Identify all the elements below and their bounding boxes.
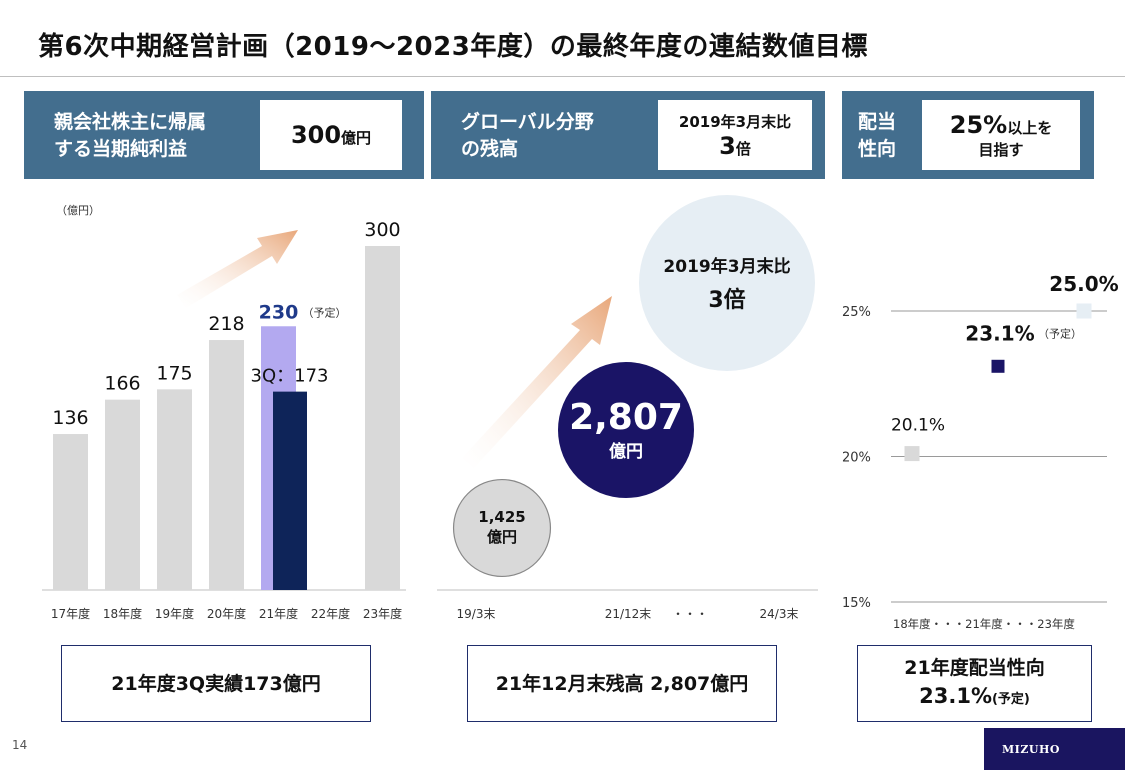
- category-label: 23年度: [363, 606, 402, 621]
- bar-actual: [209, 340, 244, 590]
- net-income-bars: [53, 246, 400, 590]
- payout-ratio-result-note: (予定): [991, 691, 1030, 707]
- net-income-target-unit: 億円: [341, 129, 372, 147]
- bar-actual: [365, 246, 400, 590]
- net-income-result-box: 21年度3Q実績173億円: [61, 645, 371, 722]
- payout-ratio-gridlines: 25% 20% 15%: [842, 305, 1107, 611]
- q3-label: 3Q：173: [251, 366, 329, 387]
- header-net-income-label-line1: 親会社株主に帰属: [54, 111, 207, 133]
- header-payout-ratio-label-line2: 性向: [858, 138, 897, 160]
- bar-value-label: 136: [52, 407, 88, 429]
- category-label: 17年度: [51, 606, 90, 621]
- header-global-balance: グローバル分野 の残高 2019年3月末比 3倍: [431, 91, 825, 179]
- bar-actual: [157, 389, 192, 590]
- forecast-note: （予定）: [303, 305, 347, 319]
- value-bubble: [452, 478, 552, 578]
- global-target-value: 3: [719, 131, 736, 160]
- title-divider: [0, 76, 1125, 77]
- value-bubble: [558, 362, 694, 498]
- x-label: ・・・: [672, 607, 708, 621]
- bar-value-label: 175: [156, 362, 192, 384]
- header-net-income-label: 親会社株主に帰属 する当期純利益: [54, 109, 206, 163]
- global-balance-bubbles: 2019年3月末比 3倍 1,425 億円 2,807 億円: [452, 195, 815, 578]
- header-global-balance-target-box: 2019年3月末比 3倍: [658, 100, 812, 170]
- payout-marker: [991, 359, 1005, 373]
- bar-value-label: 218: [208, 313, 244, 335]
- payout-target-value: 25%: [949, 110, 1008, 139]
- header-payout-ratio-label-line1: 配当: [858, 111, 897, 133]
- payout-target-caption: 目指す: [978, 140, 1024, 159]
- global-target-caption: 2019年3月末比: [678, 112, 792, 131]
- bar-value-label: 300: [364, 219, 400, 241]
- header-net-income-target-box: 300億円: [260, 100, 402, 170]
- category-label: 21年度: [259, 606, 298, 621]
- header-net-income-label-line2: する当期純利益: [54, 138, 188, 160]
- header-global-balance-label: グローバル分野 の残高: [461, 109, 594, 163]
- header-payout-ratio-label: 配当 性向: [858, 109, 896, 163]
- bubble-value: 2,807: [569, 397, 683, 438]
- target-bubble-line2: 3倍: [708, 287, 745, 313]
- category-label: 19年度: [155, 606, 194, 621]
- mizuho-logo: MIZUHO: [984, 728, 1125, 770]
- bar-q3-actual: [273, 391, 307, 590]
- net-income-unit-label: （億円）: [56, 204, 100, 217]
- net-income-target-value: 300: [290, 121, 342, 149]
- x-label: 19/3末: [457, 607, 496, 621]
- growth-arrow-1: [177, 230, 298, 308]
- global-target-unit: 倍: [735, 139, 751, 158]
- payout-ratio-result-box: 21年度配当性向 23.1%(予定): [857, 645, 1092, 722]
- payout-value-label: 20.1%: [891, 416, 945, 436]
- bubble-value: 1,425: [478, 508, 525, 526]
- y-tick-label: 25%: [842, 305, 871, 320]
- global-balance-result-box: 21年12月末残高 2,807億円: [467, 645, 777, 722]
- bar-actual: [105, 399, 140, 590]
- category-label: 20年度: [207, 606, 246, 621]
- payout-forecast-note: （予定）: [1038, 326, 1082, 340]
- bar-plan-label: 230: [259, 301, 299, 323]
- payout-ratio-result-value: 23.1%: [919, 683, 992, 708]
- header-global-balance-label-line2: の残高: [461, 138, 519, 160]
- payout-ratio-points: 20.1% 23.1% （予定） 25.0%: [891, 272, 1119, 462]
- header-global-balance-label-line1: グローバル分野: [461, 111, 594, 133]
- bubble-unit: 億円: [487, 528, 517, 546]
- net-income-result-text: 21年度3Q実績173億円: [111, 672, 321, 695]
- payout-target-suffix: 以上を: [1007, 118, 1053, 137]
- category-label: 22年度: [311, 606, 350, 621]
- payout-ratio-result-line1: 21年度配当性向: [904, 656, 1045, 679]
- y-tick-label: 20%: [842, 451, 871, 466]
- page-title: 第6次中期経営計画（2019～2023年度）の最終年度の連結数値目標: [38, 32, 868, 62]
- global-balance-categories: 19/3末 21/12末 ・・・ 24/3末: [457, 607, 799, 621]
- payout-marker: [904, 446, 920, 462]
- payout-ratio-x-labels: 18年度・・・21年度・・・23年度: [893, 617, 1075, 631]
- category-label: 18年度: [103, 606, 142, 621]
- header-net-income: 親会社株主に帰属 する当期純利益 300億円: [24, 91, 424, 179]
- bar-value-label: 166: [104, 373, 140, 395]
- page-number: 14: [12, 738, 28, 752]
- header-payout-ratio: 配当 性向 25%以上を 目指す: [842, 91, 1094, 179]
- x-label: 21/12末: [605, 607, 652, 621]
- net-income-labels: 136 166 175 218 230 （予定） 3Q：173 300: [52, 219, 400, 429]
- payout-value-label: 23.1%: [965, 321, 1034, 345]
- net-income-chart: （億円） 136 166 175 218 230 （予定） 3Q：173 300 17年度 18…: [42, 204, 406, 621]
- target-bubble-line1: 2019年3月末比: [663, 256, 790, 277]
- x-label: 24/3末: [760, 607, 799, 621]
- payout-marker: [1076, 303, 1092, 319]
- y-tick-label: 15%: [842, 596, 871, 611]
- payout-ratio-chart: 25% 20% 15% 20.1% 23.1% （予定） 25.0% 18年度・・・21年…: [842, 272, 1119, 631]
- target-bubble: [639, 195, 815, 371]
- payout-value-label: 25.0%: [1049, 272, 1118, 296]
- bar-actual: [53, 434, 88, 590]
- global-balance-chart: 2019年3月末比 3倍 1,425 億円 2,807 億円 19/3末 21/12末 ・・・…: [437, 195, 818, 621]
- bubble-unit: 億円: [609, 441, 643, 462]
- global-balance-result-text: 21年12月末残高 2,807億円: [495, 672, 749, 695]
- growth-arrow-2: [462, 296, 612, 468]
- header-payout-ratio-target-box: 25%以上を 目指す: [922, 100, 1080, 170]
- net-income-categories: 17年度 18年度 19年度 20年度 21年度 22年度 23年度: [51, 606, 402, 621]
